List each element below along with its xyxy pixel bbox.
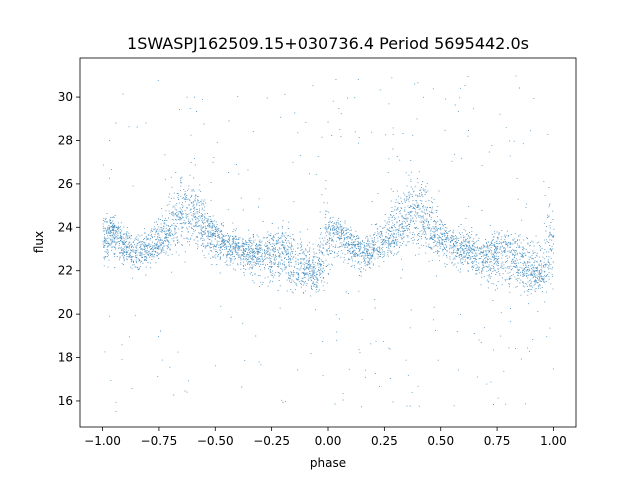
- data-points: [102, 75, 555, 413]
- x-tick-label: −0.25: [253, 434, 290, 448]
- x-tick-label: 0.25: [371, 434, 398, 448]
- x-tick-label: 1.00: [540, 434, 567, 448]
- y-tick-label: 30: [58, 90, 73, 104]
- x-tick-label: −0.50: [197, 434, 234, 448]
- x-tick-label: 0.75: [484, 434, 511, 448]
- x-axis-ticks: −1.00 −0.75 −0.50 −0.25 0.00 0.25 0.50 0.75 1.00: [84, 427, 567, 448]
- x-tick-label: −0.75: [141, 434, 178, 448]
- chart-title: 1SWASPJ162509.15+030736.4 Period 5695442…: [127, 34, 529, 53]
- y-tick-label: 22: [58, 264, 73, 278]
- x-tick-label: 0.00: [315, 434, 342, 448]
- y-tick-label: 16: [58, 394, 73, 408]
- x-axis-label: phase: [310, 456, 346, 470]
- x-tick-label: 0.50: [427, 434, 454, 448]
- y-tick-label: 24: [58, 220, 73, 234]
- y-axis-label: flux: [32, 231, 46, 253]
- y-tick-label: 20: [58, 307, 73, 321]
- y-tick-label: 26: [58, 177, 73, 191]
- y-tick-label: 18: [58, 351, 73, 365]
- y-axis-ticks: 16 18 20 22 24 26 28 30: [58, 90, 80, 408]
- x-tick-label: −1.00: [84, 434, 121, 448]
- y-tick-label: 28: [58, 133, 73, 147]
- data-point-cloud: [102, 75, 555, 413]
